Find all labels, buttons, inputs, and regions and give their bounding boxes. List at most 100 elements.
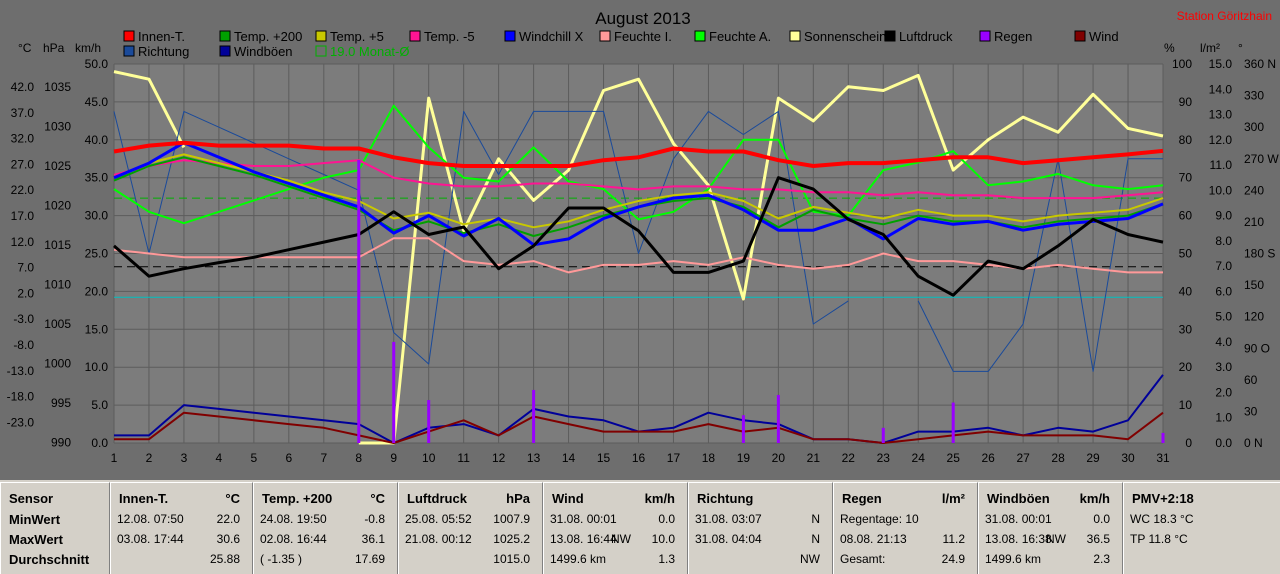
pressure-tick-label: 1015 xyxy=(44,238,71,252)
stats-note: Regentage: 10 xyxy=(840,512,919,526)
series-line-luftdruck xyxy=(113,176,1164,297)
stats-column-richtung: Richtung 31.08. 03:07 N 31.08. 04:04 N NW xyxy=(688,482,833,574)
legend-label-richtung: Richtung xyxy=(138,44,189,59)
x-tick-label: 17 xyxy=(667,451,681,465)
x-tick-label: 22 xyxy=(842,451,856,465)
stats-datetime: 13.08. 16:38 xyxy=(985,532,1052,546)
x-tick-label: 7 xyxy=(320,451,327,465)
legend-label-19-0-monat: 19.0 Monat-Ø xyxy=(330,44,410,59)
stats-header: Sensor xyxy=(9,491,54,506)
series-line-richtung xyxy=(113,110,1163,372)
stats-note: ( -1.35 ) xyxy=(260,552,303,566)
percent-tick-label: 0 xyxy=(1185,436,1192,450)
stats-unit: km/h xyxy=(644,491,675,506)
legend-swatch-richtung xyxy=(123,45,135,57)
legend-swatch-innen-t xyxy=(123,30,135,42)
rain-tick-label: 1.0 xyxy=(1215,411,1232,425)
direction-tick-label: 150 xyxy=(1244,278,1264,292)
rain-bar xyxy=(392,341,396,443)
stats-value: N xyxy=(811,532,820,546)
rain-bar xyxy=(741,415,745,443)
stats-column-wind: Wind km/h 31.08. 00:01 0.0 13.08. 16:44 NW 10.… xyxy=(543,482,688,574)
temp-tick-label: 37.0 xyxy=(11,106,35,120)
legend-label-innen-t: Innen-T. xyxy=(138,29,185,44)
wind-tick-label: 20.0 xyxy=(85,284,109,298)
stats-note: 1499.6 km xyxy=(985,552,1042,566)
direction-tick-label: 330 xyxy=(1244,89,1264,103)
legend-label-wind: Wind xyxy=(1089,29,1119,44)
direction-unit-label: ° xyxy=(1238,41,1243,55)
pressure-tick-label: 1005 xyxy=(44,317,71,331)
stats-datetime: 21.08. 00:12 xyxy=(405,532,472,546)
stats-value: 11.2 xyxy=(942,532,965,546)
temp-tick-label: -18.0 xyxy=(7,390,35,404)
x-tick-label: 13 xyxy=(527,451,541,465)
x-tick-label: 16 xyxy=(632,451,646,465)
percent-tick-label: 40 xyxy=(1179,284,1193,298)
legend-label-feuchte-i: Feuchte I. xyxy=(614,29,672,44)
rain-tick-label: 12.0 xyxy=(1209,133,1233,147)
rain-bar xyxy=(881,427,885,443)
pressure-tick-label: 1025 xyxy=(44,159,71,173)
stats-header: PMV+2:18 xyxy=(1132,491,1194,506)
stats-value: 1025.2 xyxy=(493,532,530,546)
series-line-temp-5 xyxy=(113,153,1164,229)
wind-tick-label: 35.0 xyxy=(85,171,109,185)
legend-swatch-temp-5 xyxy=(315,30,327,42)
stats-column-luftdruck: Luftdruck hPa 25.08. 05:52 1007.9 21.08. 00:… xyxy=(398,482,543,574)
stats-column-temp-200: Temp. +200 °C 24.08. 19:50 -0.8 02.08. 16:44… xyxy=(253,482,398,574)
stats-unit: l/m² xyxy=(941,491,965,506)
rain-tick-label: 6.0 xyxy=(1215,284,1232,298)
wind-tick-label: 5.0 xyxy=(91,398,108,412)
stats-header: Wind xyxy=(552,491,584,506)
legend-swatch-luftdruck xyxy=(884,30,896,42)
stats-note: TP 11.8 °C xyxy=(1130,532,1188,546)
stats-column-sensor: Sensor MinWert MaxWert Durchschnitt xyxy=(0,482,110,574)
temp-tick-label: -13.0 xyxy=(7,364,35,378)
legend-label-sonnenschein: Sonnenschein xyxy=(804,29,886,44)
temp-tick-label: 12.0 xyxy=(11,235,35,249)
legend-swatch-feuchte-a xyxy=(694,30,706,42)
x-tick-label: 2 xyxy=(146,451,153,465)
percent-tick-label: 50 xyxy=(1179,247,1193,261)
stats-value: -0.8 xyxy=(364,512,385,526)
stats-datetime: 31.08. 00:01 xyxy=(550,512,617,526)
x-tick-label: 19 xyxy=(737,451,751,465)
stats-row-label: MaxWert xyxy=(9,532,63,547)
x-tick-label: 5 xyxy=(251,451,258,465)
pressure-tick-label: 990 xyxy=(51,436,71,450)
stats-column-innen-t: Innen-T. °C 12.08. 07:50 22.0 03.08. 17:44 30… xyxy=(110,482,253,574)
series-line-sonnenschein xyxy=(113,70,1164,445)
stats-value: 17.69 xyxy=(354,552,385,566)
rain-tick-label: 10.0 xyxy=(1209,183,1233,197)
stats-datetime: 31.08. 00:01 xyxy=(985,512,1052,526)
percent-tick-label: 10 xyxy=(1179,398,1193,412)
stats-value: 1.3 xyxy=(658,552,675,566)
x-tick-label: 27 xyxy=(1016,451,1030,465)
rain-tick-label: 14.0 xyxy=(1209,82,1233,96)
stats-datetime: 25.08. 05:52 xyxy=(405,512,472,526)
x-tick-label: 30 xyxy=(1121,451,1135,465)
wind-unit-label: km/h xyxy=(75,41,101,55)
temp-tick-label: -23.0 xyxy=(7,415,35,429)
stats-value: 10.0 xyxy=(651,532,675,546)
stats-direction: NW xyxy=(1046,532,1066,546)
stats-row-label: MinWert xyxy=(9,512,61,527)
legend-label-temp-5: Temp. +5 xyxy=(330,29,384,44)
percent-tick-label: 60 xyxy=(1179,209,1193,223)
stats-direction: NW xyxy=(611,532,631,546)
stats-value: 0.0 xyxy=(1093,512,1110,526)
wind-tick-label: 30.0 xyxy=(85,209,109,223)
stats-unit: °C xyxy=(370,491,385,506)
stats-note: 1499.6 km xyxy=(550,552,607,566)
direction-tick-label: 240 xyxy=(1244,183,1264,197)
legend-swatch-temp-200 xyxy=(219,30,231,42)
chart-title: August 2013 xyxy=(595,9,690,28)
stats-datetime: 31.08. 03:07 xyxy=(695,512,762,526)
x-tick-label: 18 xyxy=(702,451,716,465)
stats-column-regen: Regen l/m² Regentage: 10 08.08. 21:13 11.2 Ge… xyxy=(833,482,978,574)
stats-column-windb-en: Windböen km/h 31.08. 00:01 0.0 13.08. 16:38 N… xyxy=(978,482,1123,574)
temp-tick-label: 22.0 xyxy=(11,183,35,197)
stats-header: Richtung xyxy=(697,491,754,506)
stats-value: 30.6 xyxy=(216,532,240,546)
